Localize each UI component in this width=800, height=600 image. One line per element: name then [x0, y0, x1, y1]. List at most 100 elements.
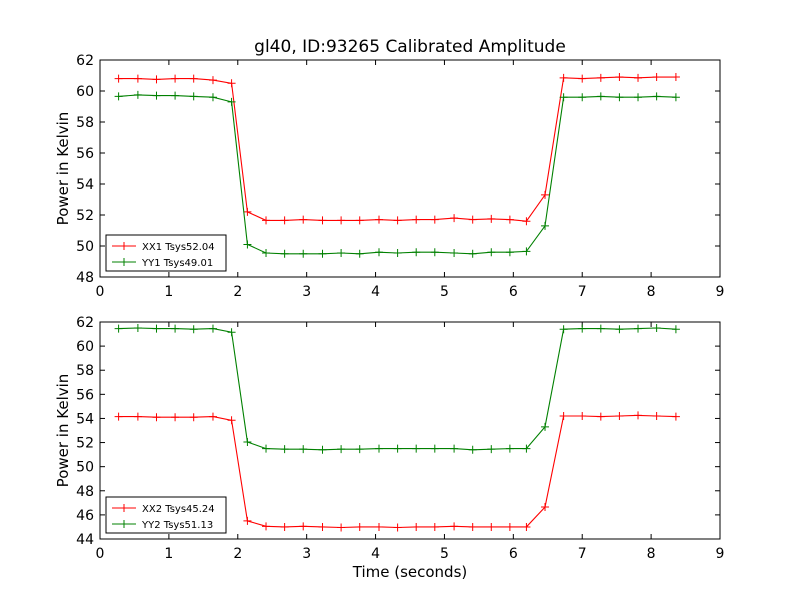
data-point: [393, 444, 402, 453]
y-tick-label: 44: [76, 532, 94, 548]
legend-marker: [120, 242, 128, 250]
data-point: [299, 445, 308, 454]
y-tick-label: 58: [76, 363, 94, 379]
data-point: [522, 444, 531, 453]
x-tick-label: 4: [371, 284, 380, 300]
data-point: [522, 522, 531, 531]
data-point: [487, 522, 496, 531]
data-point: [318, 522, 327, 531]
data-point: [430, 444, 439, 453]
data-point: [375, 215, 383, 224]
data-point: [243, 437, 252, 446]
data-point: [208, 324, 217, 333]
data-point: [243, 207, 252, 216]
data-point: [114, 412, 123, 421]
data-point: [208, 412, 217, 421]
data-point: [262, 444, 271, 453]
y-axis-label: Power in Kelvin: [54, 374, 72, 488]
data-point: [522, 217, 531, 226]
plot-frame: [99, 59, 721, 278]
y-tick-label: 58: [76, 115, 94, 131]
x-tick-label: 0: [96, 546, 105, 562]
data-point: [468, 445, 477, 454]
data-point: [505, 444, 514, 453]
data-point: [412, 215, 421, 224]
data-point: [243, 516, 252, 525]
x-tick-label: 8: [647, 546, 656, 562]
data-point: [652, 412, 661, 421]
x-tick-label: 5: [440, 546, 449, 562]
data-point: [189, 413, 198, 422]
data-point: [412, 444, 421, 453]
data-point: [468, 215, 477, 224]
legend-label: XX2 Tsys45.24: [142, 504, 215, 515]
y-tick-label: 62: [76, 315, 94, 331]
data-point: [450, 248, 459, 257]
data-point: [280, 249, 289, 258]
figure-title: gl40, ID:93265 Calibrated Amplitude: [254, 37, 566, 57]
data-point: [596, 73, 605, 82]
data-point: [393, 523, 402, 532]
data-point: [152, 75, 161, 84]
data-point: [541, 190, 550, 199]
data-point: [152, 324, 161, 333]
data-point: [430, 522, 439, 531]
x-axis-label: Time (seconds): [352, 563, 468, 581]
data-point: [114, 92, 123, 101]
y-tick-label: 54: [76, 177, 94, 193]
data-point: [375, 522, 383, 531]
data-point: [559, 93, 568, 102]
data-point: [559, 73, 568, 82]
legend-label: XX1 Tsys52.04: [142, 242, 215, 253]
data-point: [541, 503, 550, 512]
data-point: [243, 240, 252, 249]
data-point: [505, 522, 514, 531]
x-tick-label: 7: [578, 546, 587, 562]
data-point: [468, 249, 477, 258]
data-point: [133, 412, 142, 421]
x-tick-label: 0: [96, 284, 105, 300]
data-point: [337, 216, 346, 225]
data-point: [615, 93, 624, 102]
data-point: [430, 215, 439, 224]
data-point: [652, 73, 661, 82]
y-tick-label: 60: [76, 84, 94, 100]
x-tick-label: 3: [302, 546, 311, 562]
data-point: [578, 93, 587, 102]
data-point: [133, 90, 142, 99]
y-tick-label: 50: [76, 239, 94, 255]
data-point: [671, 325, 680, 334]
data-point: [133, 74, 142, 83]
data-point: [634, 73, 643, 82]
x-tick-label: 7: [578, 284, 587, 300]
data-point: [189, 74, 198, 83]
data-point: [114, 74, 123, 83]
data-point: [559, 325, 568, 334]
data-point: [487, 214, 496, 223]
data-point: [596, 92, 605, 101]
y-tick-label: 56: [76, 146, 94, 162]
y-axis-label: Power in Kelvin: [54, 112, 72, 226]
data-point: [189, 92, 198, 101]
data-point: [152, 91, 161, 100]
data-point: [541, 221, 550, 230]
data-point: [171, 91, 180, 100]
data-point: [559, 412, 568, 421]
data-point: [634, 324, 643, 333]
y-tick-label: 54: [76, 411, 94, 427]
data-point: [299, 249, 308, 258]
data-point: [505, 248, 514, 257]
data-point: [487, 248, 496, 257]
data-point: [505, 215, 514, 224]
data-point: [318, 445, 327, 454]
data-point: [487, 445, 496, 454]
data-point: [208, 93, 217, 102]
data-point: [299, 215, 308, 224]
y-tick-label: 52: [76, 436, 94, 452]
data-point: [355, 216, 364, 225]
data-point: [634, 93, 643, 102]
data-point: [578, 412, 587, 421]
data-point: [615, 73, 624, 82]
